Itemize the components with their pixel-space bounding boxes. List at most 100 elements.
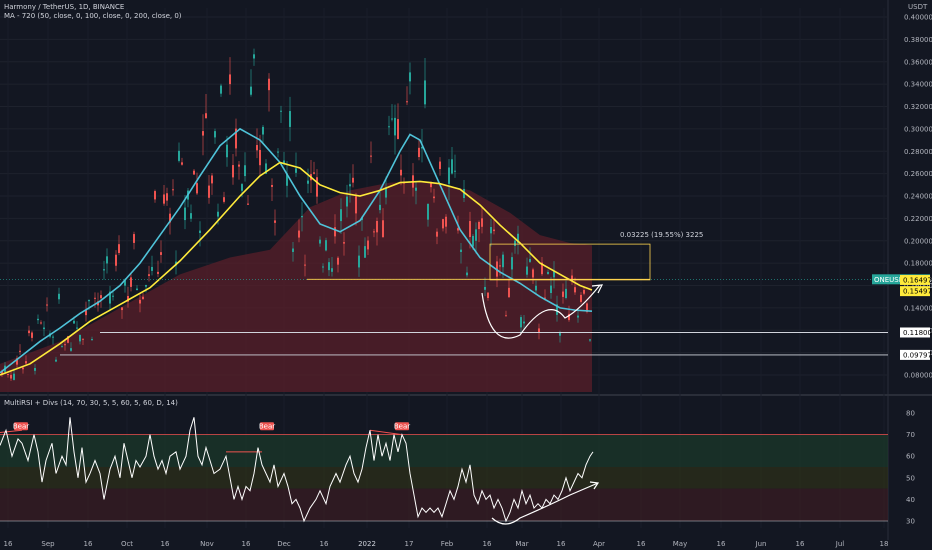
candle-body	[325, 240, 327, 251]
candle-body	[301, 215, 303, 218]
candle-body	[337, 257, 339, 265]
candle-body	[535, 285, 537, 291]
candle-body	[562, 291, 564, 297]
candle-body	[307, 180, 309, 184]
candle-body	[553, 271, 555, 278]
candle-body	[583, 290, 585, 294]
time-tick-label: 16	[637, 540, 646, 548]
candle-body	[475, 229, 477, 241]
candle-body	[373, 231, 375, 233]
time-tick-label: 16	[242, 540, 251, 548]
candle-body	[520, 317, 522, 328]
candle-body	[67, 336, 69, 343]
candle-body	[493, 229, 495, 232]
candle-body	[46, 304, 48, 306]
candle-body	[199, 230, 201, 234]
candle-body	[139, 299, 141, 304]
candle-body	[529, 259, 531, 262]
candle-body	[277, 151, 279, 153]
candle-body	[460, 249, 462, 253]
candle-body	[292, 248, 294, 252]
time-tick-label: 18	[880, 540, 889, 548]
candle-body	[232, 165, 234, 178]
candle-body	[13, 373, 15, 380]
price-badge-text: 0.11800	[903, 329, 932, 337]
candle-body	[145, 285, 147, 287]
candle-body	[193, 170, 195, 175]
measure-box[interactable]	[489, 243, 651, 281]
rsi-line[interactable]	[0, 417, 594, 523]
candle-body	[340, 209, 342, 222]
measure-label: 0.03225 (19.55%) 3225	[620, 231, 703, 239]
candle-body	[22, 367, 24, 370]
candle-body	[433, 196, 435, 199]
candle-body	[430, 182, 432, 188]
candle-body	[196, 183, 198, 194]
candle-body	[394, 117, 396, 136]
symbol-title[interactable]: Harmony / TetherUS, 1D, BINANCE	[4, 3, 125, 11]
ma-legend: MA - 720 (50, close, 0, 100, close, 0, 2…	[4, 12, 182, 20]
candle-body	[316, 177, 318, 197]
candle-body	[436, 231, 438, 237]
candle-body	[574, 287, 576, 293]
rsi-tick-label: 40	[906, 496, 915, 504]
candle-body	[580, 294, 582, 302]
ma-legend-text[interactable]: MA - 720 (50, close, 0, 100, close, 0, 2…	[4, 12, 182, 20]
bear-divergence-line	[0, 429, 23, 433]
candle-body	[16, 358, 18, 365]
time-tick-label: Sep	[41, 540, 55, 548]
candle-body	[124, 280, 126, 286]
candle-body	[85, 310, 87, 316]
candle-body	[19, 350, 21, 352]
pattern-drawing[interactable]	[481, 284, 601, 339]
candle-body	[490, 227, 492, 234]
symbol-badge	[872, 274, 900, 285]
candle-body	[358, 255, 360, 268]
price-tick-label: 0.20000	[904, 237, 932, 245]
candle-body	[169, 213, 171, 223]
candle-body	[121, 307, 123, 311]
candle-body	[178, 150, 180, 161]
rsi-pattern-drawing[interactable]	[491, 482, 599, 525]
candle-body	[547, 271, 549, 275]
price-badge	[900, 274, 930, 285]
pattern-arrow-head	[591, 284, 604, 294]
time-tick-label: Nov	[200, 540, 214, 548]
ma-100-line[interactable]	[0, 161, 593, 376]
candle-body	[559, 332, 561, 336]
price-tick-label: 0.26000	[904, 170, 932, 178]
time-tick-label: May	[673, 540, 687, 548]
candle-body	[379, 204, 381, 211]
candle-body	[472, 235, 474, 247]
candles	[1, 48, 591, 382]
candle-body	[304, 264, 306, 266]
candle-body	[181, 162, 183, 165]
candle-body	[127, 295, 129, 302]
price-tick-label: 0.28000	[904, 148, 932, 156]
rsi-legend-text[interactable]: MultiRSI + Divs (14, 70, 30, 5, 5, 60, 5…	[4, 399, 178, 407]
candle-body	[82, 338, 84, 340]
time-tick-label: 16	[161, 540, 170, 548]
candle-body	[7, 374, 9, 376]
candle-body	[280, 110, 282, 112]
time-tick-label: Feb	[441, 540, 454, 548]
candle-body	[88, 299, 90, 302]
bear-label: Bear	[394, 422, 410, 430]
candle-body	[400, 169, 402, 176]
candle-body	[298, 230, 300, 238]
candle-body	[214, 131, 216, 138]
time-tick-label: 16	[717, 540, 726, 548]
candle-body	[202, 131, 204, 136]
time-tick-label: Mar	[515, 540, 528, 548]
candle-body	[133, 234, 135, 243]
time-tick-label: 16	[483, 540, 492, 548]
candle-body	[100, 295, 102, 299]
candle-body	[211, 175, 213, 184]
ma-50-line[interactable]	[0, 127, 593, 374]
candle-body	[514, 240, 516, 247]
candle-body	[208, 185, 210, 198]
candle-body	[118, 244, 120, 253]
candle-body	[487, 292, 489, 299]
